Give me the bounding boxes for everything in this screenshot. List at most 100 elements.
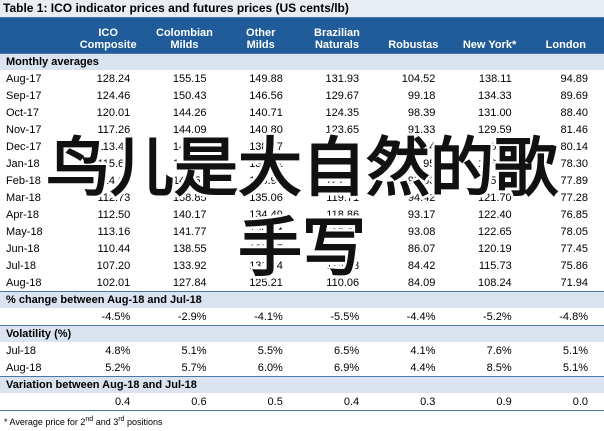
- value-cell: 77.89: [560, 174, 588, 187]
- footnote: * Average price for 2nd and 3rd position…: [0, 410, 604, 429]
- value-cell: 118.66: [326, 225, 360, 238]
- value-cell: 0.0: [572, 395, 588, 408]
- value-cell: 128.24: [96, 72, 131, 85]
- value-cell: 6.9%: [334, 361, 360, 374]
- value-cell: 142.55: [172, 157, 207, 170]
- header-text: Composite: [79, 39, 137, 51]
- value-cell: 135.06: [249, 191, 283, 204]
- row-label: Aug-18: [6, 361, 42, 374]
- overlay-line: 手写: [238, 212, 366, 284]
- value-cell: 126.82: [478, 140, 512, 153]
- value-cell: 112.50: [97, 208, 131, 221]
- value-cell: 131.00: [478, 106, 512, 119]
- value-cell: 121.98: [325, 140, 360, 153]
- value-cell: 146.56: [249, 89, 283, 102]
- data-row: May-18 113.16 141.77 135.24 118.66 93.08 122.6…: [0, 223, 604, 240]
- value-cell: 141.58: [172, 174, 207, 187]
- value-cell: -2.9%: [177, 310, 207, 323]
- value-cell: 144.26: [172, 106, 207, 119]
- row-label: Aug-17: [6, 72, 42, 85]
- header-text: New York*: [462, 39, 517, 51]
- value-cell: 114.61: [97, 174, 131, 187]
- overlay-text: 鸟儿是大自然的歌 手写: [0, 128, 604, 288]
- row-label: [0, 393, 70, 410]
- value-cell: 94.42: [407, 191, 436, 204]
- value-cell: -5.2%: [482, 310, 512, 323]
- value-cell: 5.1%: [562, 361, 588, 374]
- row-label: Dec-17: [6, 140, 42, 153]
- header-text: Milds: [246, 39, 275, 51]
- value-cell: 124.35: [325, 106, 360, 119]
- row-label: Aug-18: [6, 276, 42, 289]
- value-cell: 123.64: [325, 157, 360, 170]
- value-cell: 115.73: [478, 259, 512, 272]
- value-cell: 0.3: [420, 395, 436, 408]
- value-cell: -5.5%: [330, 310, 360, 323]
- data-row: 0.4 0.6 0.5 0.4 0.3 0.9 0.0: [0, 393, 604, 410]
- data-row: Aug-18 102.01 127.84 125.21 110.06 84.09 108.2…: [0, 274, 604, 292]
- value-cell: 127.84: [172, 276, 207, 289]
- value-cell: 135.37: [249, 242, 283, 255]
- section-title: Monthly averages: [0, 53, 604, 70]
- section-row: Monthly averages: [0, 53, 604, 70]
- section-title: % change between Aug-18 and Jul-18: [0, 291, 604, 308]
- header-cell: Colombian Milds: [146, 18, 223, 54]
- value-cell: 0.5: [267, 395, 283, 408]
- value-cell: 138.27: [249, 140, 283, 153]
- value-cell: 7.6%: [486, 344, 512, 357]
- header-row: ICO Composite Colombian Milds Other Milds Braz…: [0, 18, 604, 54]
- value-cell: 77.45: [560, 242, 588, 255]
- data-row: Aug-17 128.24 155.15 149.88 131.93 104.52 138.…: [0, 70, 604, 87]
- value-cell: 135.24: [249, 225, 283, 238]
- row-label: May-18: [6, 225, 43, 238]
- header-text: Brazilian: [314, 27, 360, 39]
- value-cell: 4.8%: [105, 344, 131, 357]
- value-cell: 95.53: [407, 174, 436, 187]
- value-cell: 131.93: [325, 72, 360, 85]
- section-title: Variation between Aug-18 and Jul-18: [0, 376, 604, 393]
- value-cell: 4.4%: [410, 361, 436, 374]
- value-cell: 140.17: [172, 208, 207, 221]
- value-cell: 113.41: [97, 140, 131, 153]
- row-label: Oct-17: [6, 106, 40, 119]
- data-row: Dec-17 113.41 141.58 138.27 121.98 93.54 126.8…: [0, 138, 604, 155]
- data-row: Feb-18 114.61 141.58 136.96 121.94 95.53 125.3…: [0, 172, 604, 189]
- footnote-text: * Average price for 2: [4, 417, 86, 427]
- value-cell: 138.55: [172, 242, 207, 255]
- row-label: Nov-17: [6, 123, 42, 136]
- value-cell: 98.39: [407, 106, 436, 119]
- header-text: Other: [246, 27, 276, 39]
- row-label: Apr-18: [6, 208, 40, 221]
- value-cell: 93.17: [407, 208, 436, 221]
- value-cell: 76.85: [560, 208, 588, 221]
- value-cell: 0.4: [114, 395, 131, 408]
- value-cell: 140.71: [249, 106, 283, 119]
- table-title: Table 1: ICO indicator prices and future…: [0, 0, 604, 18]
- row-label: Jan-18: [6, 157, 40, 170]
- value-cell: 155.15: [172, 72, 207, 85]
- data-row: Oct-17 120.01 144.26 140.71 124.35 98.39 131.0…: [0, 104, 604, 121]
- header-cell: Brazilian Naturals: [298, 18, 376, 54]
- row-label: Jul-18: [6, 259, 36, 272]
- value-cell: 88.40: [560, 106, 588, 119]
- value-cell: -4.1%: [254, 310, 283, 323]
- value-cell: 102.01: [96, 276, 131, 289]
- row-label: Jul-18: [6, 344, 36, 357]
- value-cell: 149.88: [249, 72, 283, 85]
- footnote-text: positions: [124, 417, 163, 427]
- value-cell: 115.63: [97, 157, 131, 170]
- value-cell: 124.46: [96, 89, 131, 102]
- value-cell: 6.0%: [257, 361, 283, 374]
- value-cell: -4.5%: [101, 310, 131, 323]
- row-label: [0, 308, 70, 326]
- value-cell: 138.11: [478, 72, 512, 85]
- value-cell: 134.49: [249, 208, 283, 221]
- value-cell: 8.5%: [486, 361, 512, 374]
- data-row: Mar-18 112.73 138.85 135.06 119.71 94.42 121.7…: [0, 189, 604, 206]
- value-cell: 141.58: [172, 140, 207, 153]
- price-table: ICO Composite Colombian Milds Other Milds Braz…: [0, 18, 604, 410]
- value-cell: 5.1%: [181, 344, 207, 357]
- data-row: Jun-18 110.44 138.55 135.37 116.76 86.07 120.1…: [0, 240, 604, 257]
- value-cell: 140.80: [249, 123, 283, 136]
